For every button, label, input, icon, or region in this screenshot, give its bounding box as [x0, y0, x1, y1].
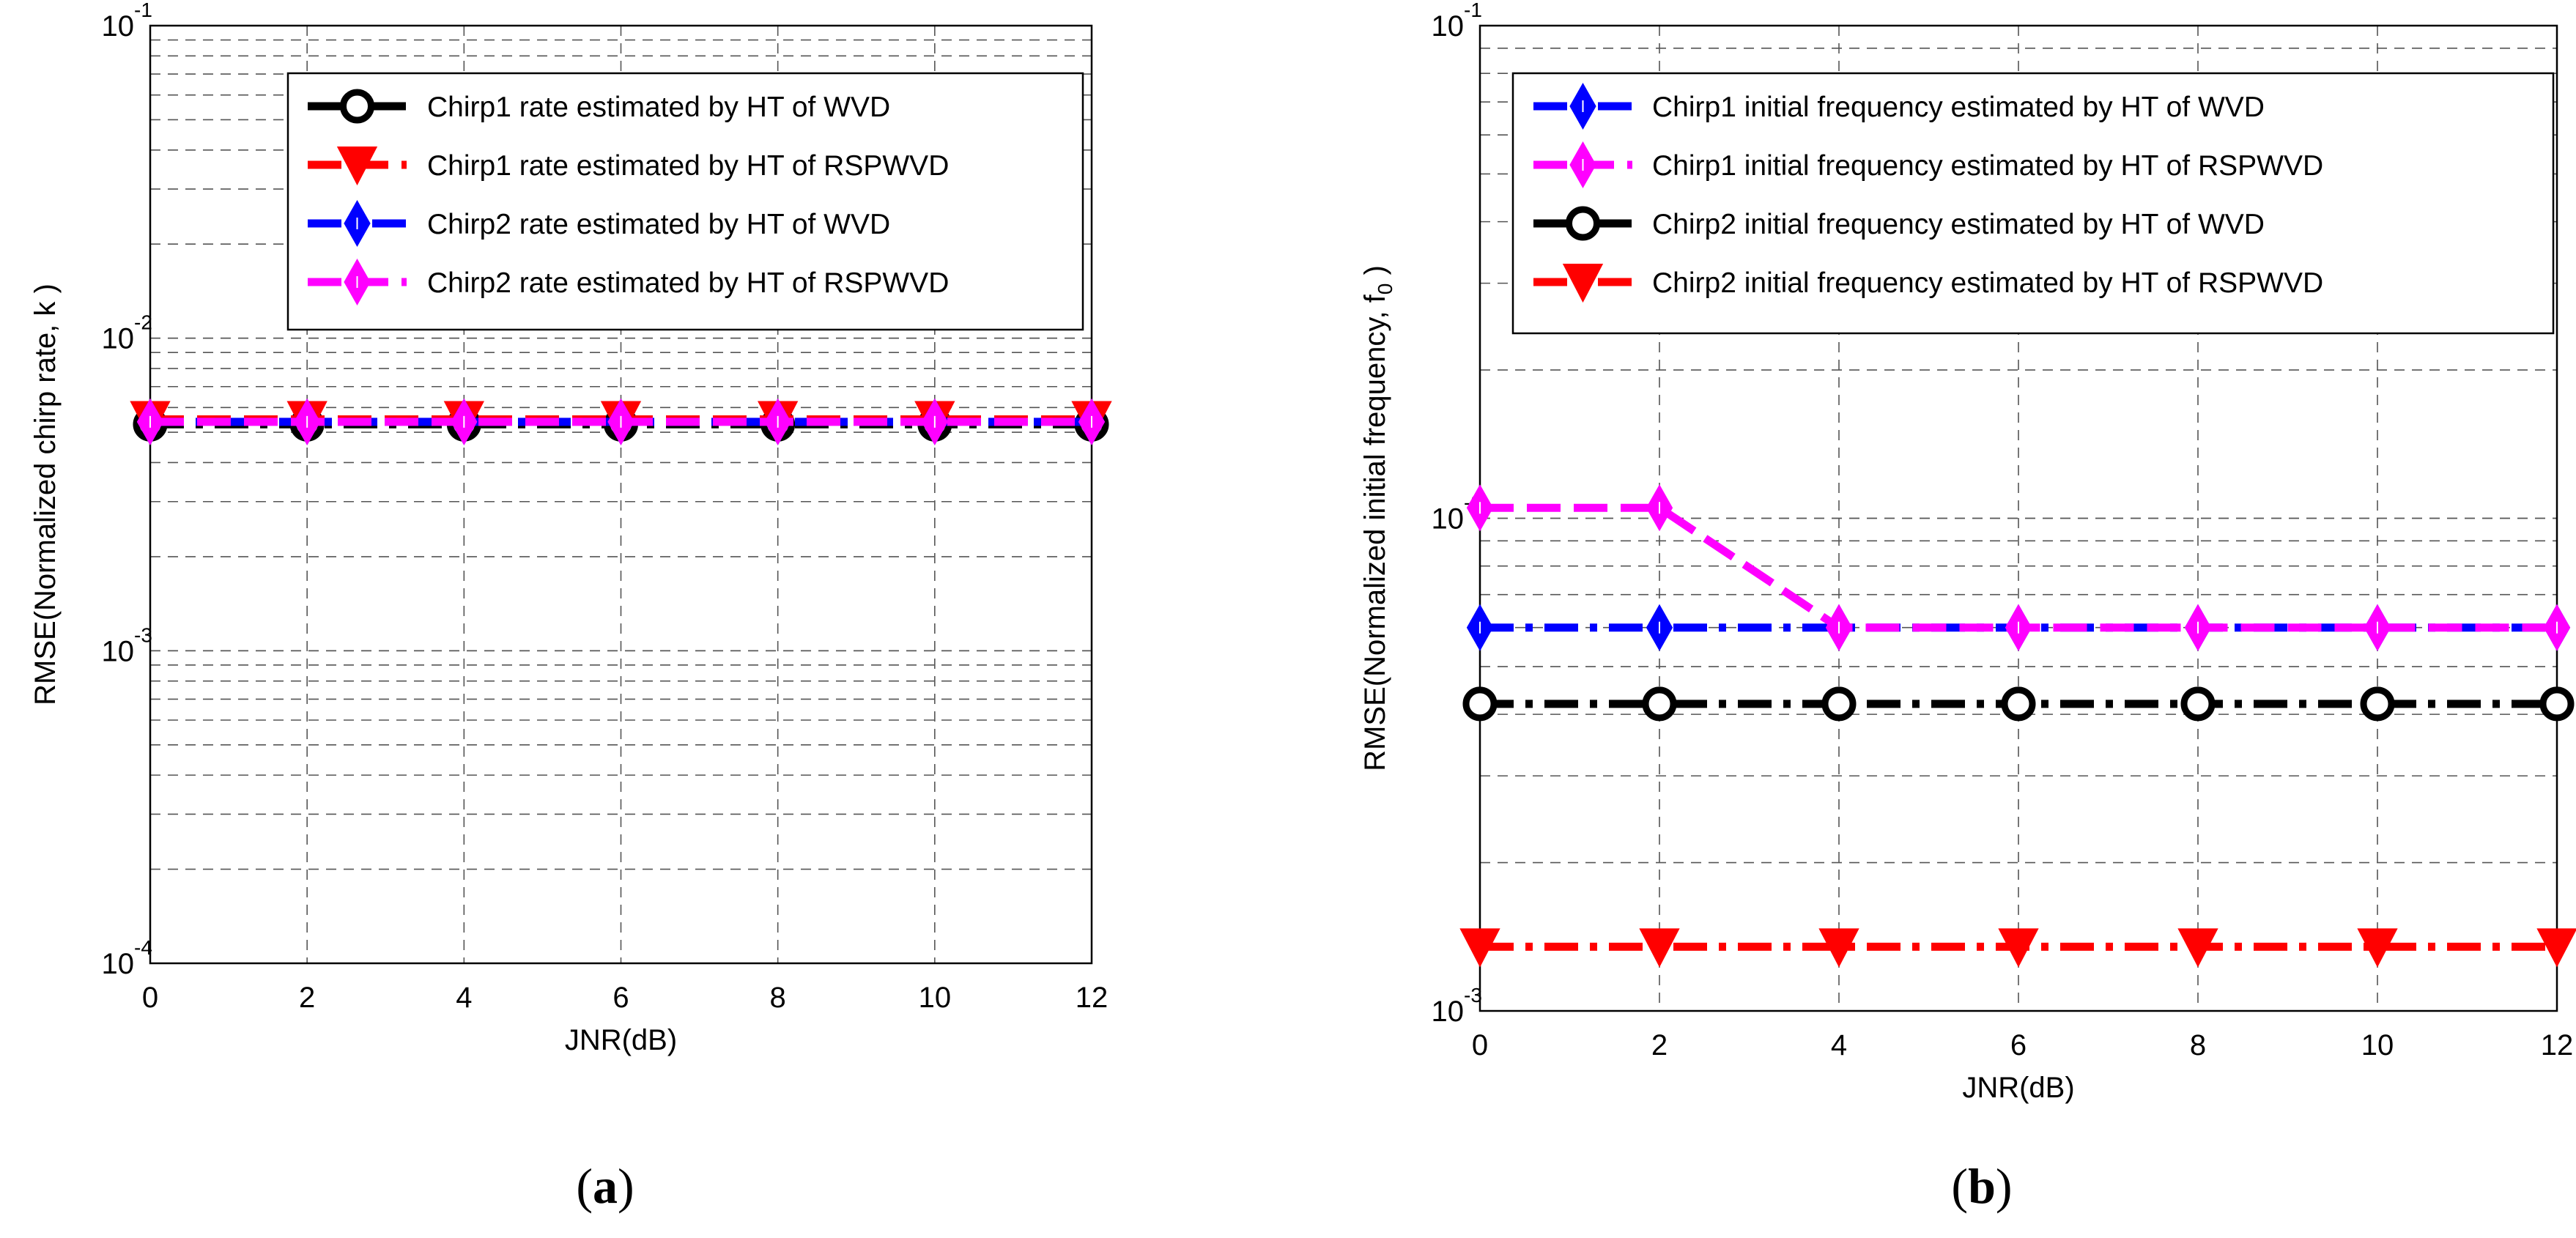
legend-marker: [336, 147, 378, 186]
series-2: [1466, 484, 2571, 651]
y-axis-label: RMSE(Normalized initial frequency, f0 ): [1359, 265, 1396, 771]
data-point: [1821, 686, 1857, 722]
y-tick-exponent: -4: [134, 936, 152, 959]
y-tick-label: 10: [1432, 996, 1465, 1028]
legend-label: Chirp2 initial frequency estimated by HT…: [1652, 209, 2265, 240]
chart-panel-b: 02468101210-310-210-1JNR(dB)RMSE(Normali…: [1359, 0, 2576, 1104]
data-point: [2177, 928, 2218, 968]
legend-item: Chirp1 rate estimated by HT of RSPWVD: [308, 147, 949, 186]
y-tick-label: 10: [102, 323, 135, 355]
caption-b-letter: b: [1968, 1158, 1996, 1214]
x-tick-label: 6: [2010, 1029, 2027, 1061]
series-4: [136, 398, 1106, 445]
x-tick-label: 8: [770, 982, 786, 1014]
x-axis-label: JNR(dB): [1962, 1072, 2074, 1104]
legend-item: Chirp1 initial frequency estimated by HT…: [1533, 82, 2265, 130]
data-point: [2001, 686, 2036, 722]
legend-box: [1511, 72, 2555, 335]
y-tick-exponent: -1: [1464, 0, 1482, 21]
legend-item: Chirp2 initial frequency estimated by HT…: [1533, 206, 2265, 241]
x-tick-label: 0: [1472, 1029, 1488, 1061]
y-tick-label: 10: [102, 948, 135, 980]
legend-label: Chirp1 rate estimated by HT of WVD: [427, 92, 890, 123]
y-tick-exponent: -2: [134, 311, 152, 334]
caption-a: (a): [576, 1158, 634, 1214]
chart-panel-a: 0 2 4 6 8 10 1210-410-310-210-1JNR(dB)RMSE(Nor…: [29, 0, 1112, 1056]
x-tick-label: 0: [142, 982, 158, 1014]
axes-box: [149, 24, 1093, 965]
legend-marker: [340, 89, 374, 124]
x-tick-label: 12: [1076, 982, 1109, 1014]
data-point: [1998, 928, 2039, 968]
legend-label: Chirp1 initial frequency estimated by HT…: [1652, 150, 2323, 182]
y-tick-exponent: -1: [134, 0, 152, 21]
data-point: [1462, 686, 1498, 722]
y-tick-exponent: -3: [1464, 984, 1482, 1007]
y-tick-label: 10: [1432, 10, 1465, 42]
grid: [150, 26, 1092, 963]
x-tick-label: 2: [299, 982, 315, 1014]
x-tick-label: 6: [612, 982, 629, 1014]
data-point: [1642, 686, 1677, 722]
legend-label: Chirp2 rate estimated by HT of WVD: [427, 209, 890, 240]
data-point: [2180, 686, 2216, 722]
y-tick-label: 10: [102, 635, 135, 667]
legend-marker: [1562, 264, 1604, 303]
legend-label: Chirp1 rate estimated by HT of RSPWVD: [427, 150, 949, 182]
legend: Chirp1 initial frequency estimated by HT…: [1511, 72, 2555, 335]
x-axis-label: JNR(dB): [565, 1024, 677, 1056]
y-tick-exponent: -3: [134, 623, 152, 646]
y-axis-label: RMSE(Normalized chirp rate, k ): [29, 283, 62, 705]
legend-item: Chirp2 rate estimated by HT of RSPWVD: [308, 258, 949, 306]
data-point: [1459, 928, 1500, 968]
legend-item: Chirp2 initial frequency estimated by HT…: [1533, 264, 2323, 303]
x-tick-label: 4: [456, 982, 472, 1014]
legend-item: Chirp1 initial frequency estimated by HT…: [1533, 141, 2323, 189]
series-3: [1462, 686, 2575, 722]
legend: Chirp1 rate estimated by HT of WVD Chirp1…: [286, 72, 1084, 331]
legend-item: Chirp2 rate estimated by HT of WVD: [308, 199, 890, 248]
x-tick-label: 10: [919, 982, 952, 1014]
data-point: [2360, 686, 2395, 722]
legend-label: Chirp1 initial frequency estimated by HT…: [1652, 92, 2265, 123]
legend-box: [286, 72, 1084, 331]
data-point: [2357, 928, 2398, 968]
x-tick-label: 12: [2541, 1029, 2574, 1061]
data-point: [1818, 928, 1859, 968]
x-tick-label: 4: [1831, 1029, 1847, 1061]
data-point: [2539, 686, 2575, 722]
x-tick-label: 2: [1651, 1029, 1668, 1061]
caption-a-letter: a: [593, 1158, 618, 1214]
y-axis-label-end: ): [1359, 265, 1391, 283]
series-4: [1459, 928, 2576, 968]
legend-label: Chirp2 rate estimated by HT of RSPWVD: [427, 267, 949, 299]
legend-marker: [1566, 206, 1600, 241]
y-axis-label-subscript: 0: [1374, 283, 1396, 295]
y-tick-label: 10: [1432, 503, 1465, 535]
legend-item: Chirp1 rate estimated by HT of WVD: [308, 89, 890, 124]
y-tick-label: 10: [102, 10, 135, 42]
data-point: [2536, 928, 2576, 968]
caption-b: (b): [1951, 1158, 2013, 1214]
legend-label: Chirp2 initial frequency estimated by HT…: [1652, 267, 2323, 299]
x-tick-label: 10: [2361, 1029, 2394, 1061]
data-point: [1639, 928, 1680, 968]
x-tick-label: 8: [2190, 1029, 2206, 1061]
